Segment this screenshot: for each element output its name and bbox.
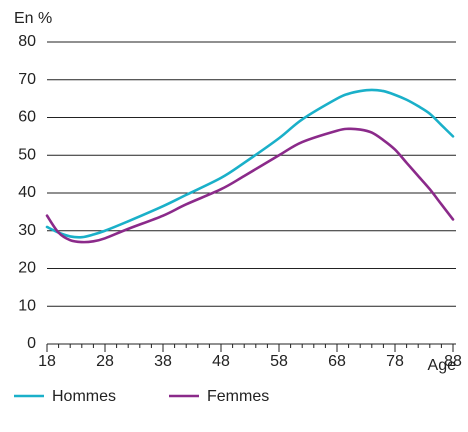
y-tick-label: 60 (18, 109, 36, 126)
x-tick-label: 28 (96, 353, 114, 370)
y-tick-label: 0 (27, 335, 36, 352)
y-tick-label: 20 (18, 260, 36, 277)
x-tick-label: 48 (212, 353, 230, 370)
line-series (45, 127, 455, 244)
line-series (45, 88, 455, 239)
x-axis-label: Age (428, 357, 457, 374)
x-tick-label: 88 (444, 353, 462, 370)
legend-label: Hommes (52, 388, 116, 405)
y-tick-label: 30 (18, 222, 36, 239)
y-tick-label: 80 (18, 33, 36, 50)
x-tick-label: 78 (386, 353, 404, 370)
x-tick-label: 38 (154, 353, 172, 370)
y-unit-label: En % (14, 10, 52, 27)
x-tick-label: 18 (38, 353, 56, 370)
x-tick-label: 68 (328, 353, 346, 370)
x-tick-label: 58 (270, 353, 288, 370)
y-tick-label: 50 (18, 146, 36, 163)
y-tick-label: 70 (18, 71, 36, 88)
y-tick-label: 40 (18, 184, 36, 201)
legend-label: Femmes (207, 388, 269, 405)
y-tick-label: 10 (18, 297, 36, 314)
